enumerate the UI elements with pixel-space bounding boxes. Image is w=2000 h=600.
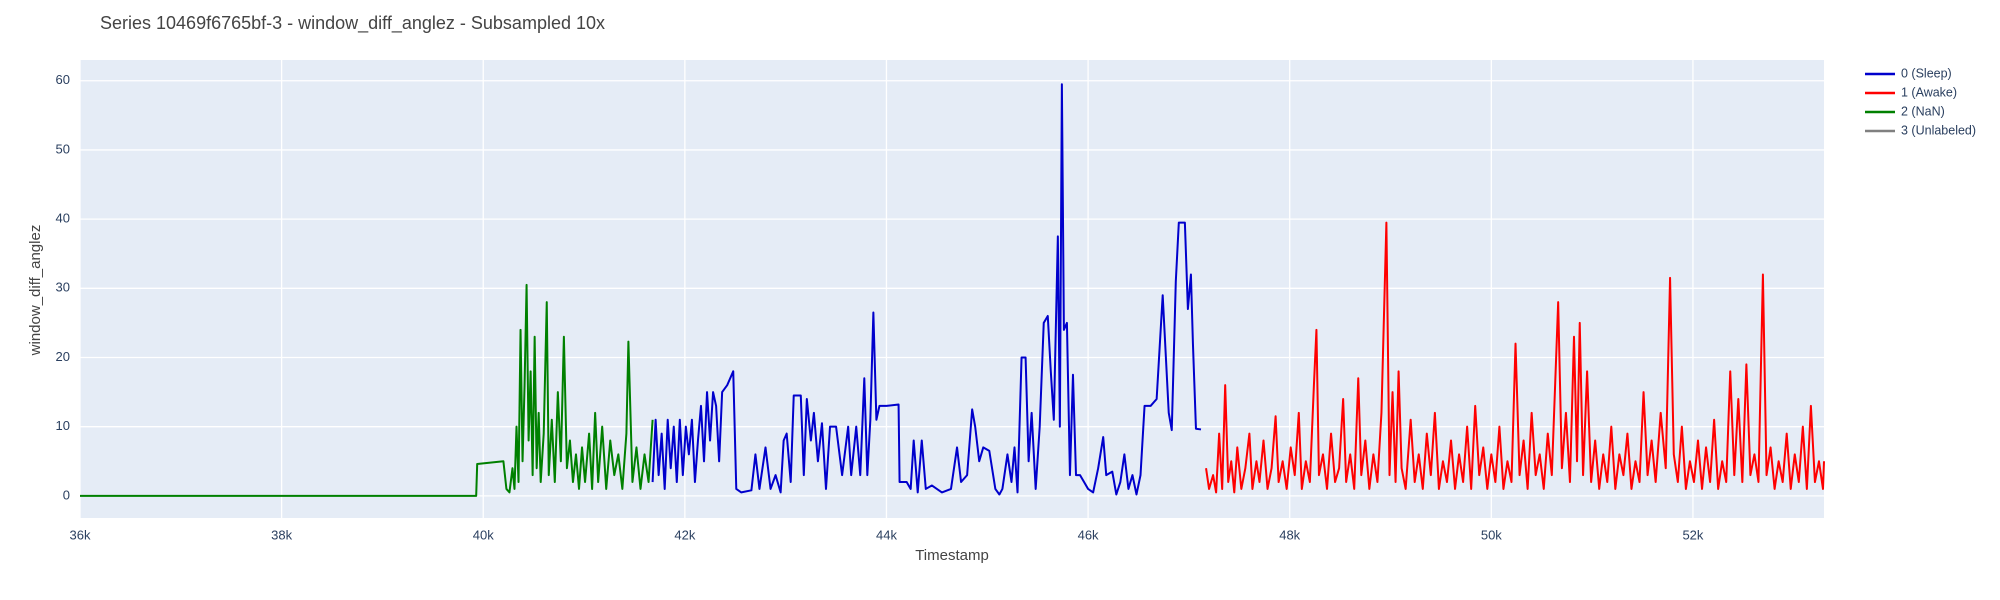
y-tick-label: 50 bbox=[56, 141, 70, 156]
x-tick-label: 38k bbox=[271, 527, 292, 542]
x-tick-label: 50k bbox=[1481, 527, 1502, 542]
x-tick-label: 46k bbox=[1078, 527, 1099, 542]
y-tick-label: 20 bbox=[56, 349, 70, 364]
y-tick-label: 60 bbox=[56, 72, 70, 87]
series-line bbox=[1205, 221, 1825, 494]
x-axis-title: Timestamp bbox=[915, 547, 989, 564]
grid bbox=[79, 60, 1824, 518]
legend-label: 1 (Awake) bbox=[1901, 85, 1957, 99]
legend-label: 2 (NaN) bbox=[1901, 104, 1945, 118]
y-tick-label: 40 bbox=[56, 211, 70, 226]
y-tick-label: 10 bbox=[56, 418, 70, 433]
x-tick-label: 40k bbox=[473, 527, 494, 542]
x-tick-label: 42k bbox=[674, 527, 695, 542]
chart-title: Series 10469f6765bf-3 - window_diff_angl… bbox=[100, 13, 605, 34]
x-tick-label: 48k bbox=[1279, 527, 1300, 542]
legend-label: 0 (Sleep) bbox=[1901, 66, 1952, 80]
x-tick-label: 36k bbox=[70, 527, 91, 542]
legend: 0 (Sleep) 1 (Awake) 2 (NaN) 3 (Unlabeled) bbox=[1865, 66, 1976, 137]
series-line bbox=[651, 83, 1202, 496]
y-tick-label: 30 bbox=[56, 280, 70, 295]
series-line bbox=[80, 283, 654, 497]
legend-label: 3 (Unlabeled) bbox=[1901, 123, 1976, 137]
y-axis-title: window_diff_anglez bbox=[27, 225, 44, 357]
x-tick-label: 52k bbox=[1682, 527, 1703, 542]
y-tick-label: 0 bbox=[63, 487, 70, 502]
x-tick-label: 44k bbox=[876, 527, 897, 542]
lines bbox=[80, 83, 1825, 497]
